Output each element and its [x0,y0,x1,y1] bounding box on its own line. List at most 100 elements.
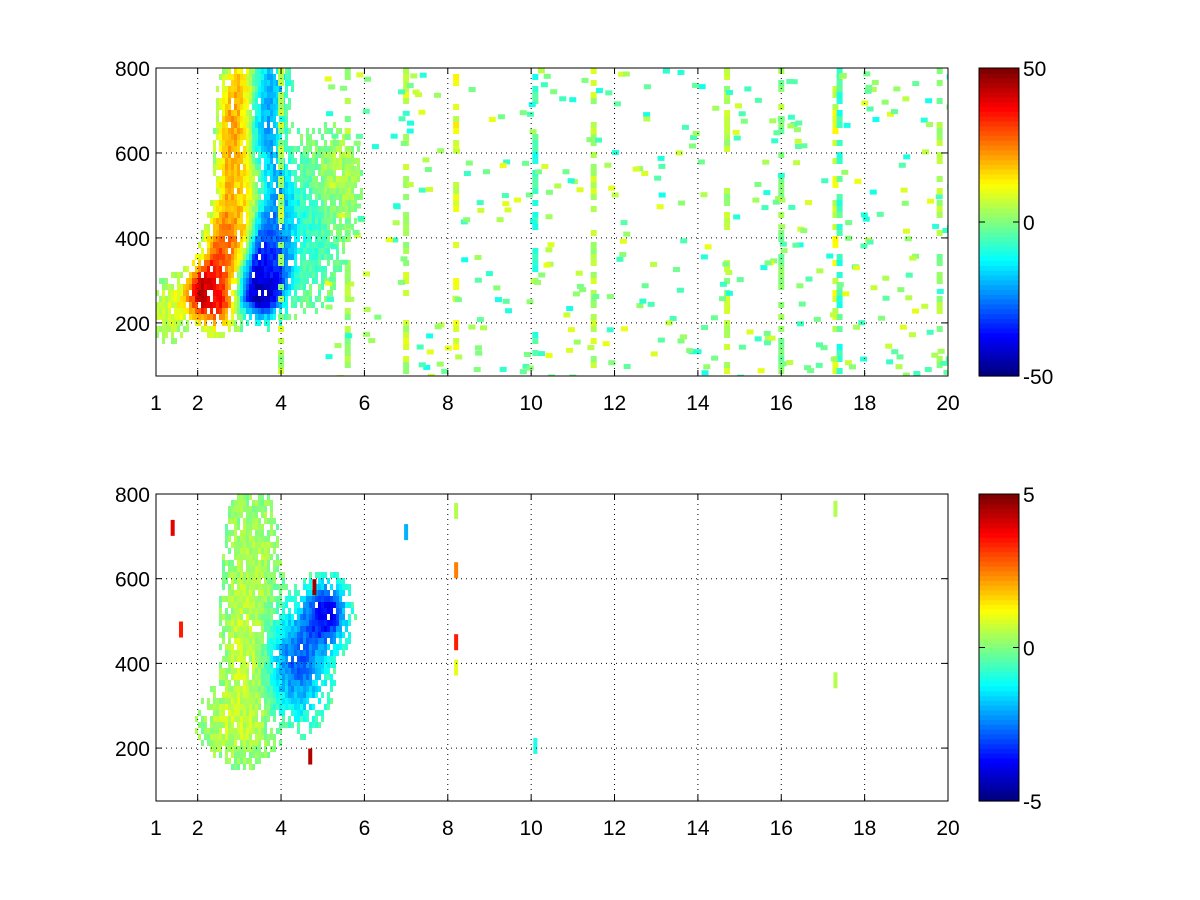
streak-cell [836,98,843,104]
noise-cell [932,223,940,229]
heatmap-cell [222,68,225,74]
streak-cell [836,254,843,260]
heatmap-cell [264,152,267,158]
heatmap-cell [294,302,297,308]
streak-cell [403,344,410,350]
heatmap-cell [174,326,177,332]
heatmap-cell [240,554,243,560]
heatmap-cell [249,644,252,650]
heatmap-cell [258,314,261,320]
heatmap-cell [228,176,231,182]
heatmap-cell [312,218,315,224]
heatmap-cell [261,188,264,194]
heatmap-cell [264,560,267,566]
heatmap-cell [273,230,276,236]
heatmap-cell [243,230,246,236]
heatmap-cell [324,638,327,644]
noise-cell [882,295,890,301]
heatmap-cell [321,632,324,638]
heatmap-cell [306,650,309,656]
heatmap-cell [276,92,279,98]
heatmap-cell [228,704,231,710]
noise-cell [686,348,694,354]
heatmap-cell [219,128,222,134]
noise-cell [769,118,777,124]
heatmap-cell [255,728,258,734]
heatmap-cell [231,134,234,140]
heatmap-cell [261,590,264,596]
heatmap-cell [300,638,303,644]
heatmap-cell [219,188,222,194]
heatmap-cell [255,194,258,200]
heatmap-cell [300,158,303,164]
heatmap-cell [189,272,192,278]
heatmap-cell [228,590,231,596]
heatmap-cell [264,512,267,518]
heatmap-cell [324,254,327,260]
heatmap-cell [303,176,306,182]
noise-cell [345,223,353,229]
noise-cell [324,76,332,82]
heatmap-cell [312,722,315,728]
heatmap-cell [255,128,258,134]
heatmap-cell [225,542,228,548]
colorbar-step [979,604,1019,610]
noise-cell [725,89,733,95]
heatmap-cell [327,236,330,242]
heatmap-cell [225,116,228,122]
heatmap-cell [324,620,327,626]
heatmap-cell [258,518,261,524]
heatmap-cell [228,662,231,668]
heatmap-cell [243,176,246,182]
heatmap-cell [228,182,231,188]
heatmap-cell [198,266,201,272]
noise-cell [703,364,711,370]
heatmap-cell [282,266,285,272]
streak-cell [724,296,731,302]
streak-cell [836,314,843,320]
colorbar-step [979,149,1019,156]
heatmap-cell [225,758,228,764]
heatmap-cell [213,296,216,302]
heatmap-cell [249,602,252,608]
heatmap-cell [282,620,285,626]
heatmap-cell [303,656,306,662]
heatmap-cell [327,176,330,182]
heatmap-cell [210,740,213,746]
noise-cell [788,204,796,210]
heatmap-cell [246,74,249,80]
heatmap-cell [228,710,231,716]
heatmap-cell [234,218,237,224]
noise-cell [771,138,779,144]
heatmap-cell [219,122,222,128]
heatmap-cell [321,158,324,164]
heatmap-cell [267,104,270,110]
streak-cell [724,128,731,134]
heatmap-cell [267,716,270,722]
heatmap-cell [276,290,279,296]
heatmap-cell [234,152,237,158]
heatmap-cell [261,626,264,632]
noise-cell [698,84,706,90]
heatmap-cell [303,188,306,194]
heatmap-cell [258,152,261,158]
heatmap-cell [312,152,315,158]
heatmap-cell [246,746,249,752]
streak-cell [278,362,285,368]
heatmap-cell [234,614,237,620]
heatmap-cell [273,296,276,302]
heatmap-cell [297,716,300,722]
heatmap-cell [234,578,237,584]
heatmap-cell [309,644,312,650]
heatmap-cell [249,278,252,284]
heatmap-cell [261,542,264,548]
heatmap-cell [183,308,186,314]
heatmap-cell [303,614,306,620]
heatmap-cell [228,566,231,572]
heatmap-cell [357,194,360,200]
colorbar-step [979,695,1019,701]
noise-cell [502,201,510,207]
heatmap-cell [219,734,222,740]
heatmap-cell [258,578,261,584]
heatmap-cell [228,206,231,212]
